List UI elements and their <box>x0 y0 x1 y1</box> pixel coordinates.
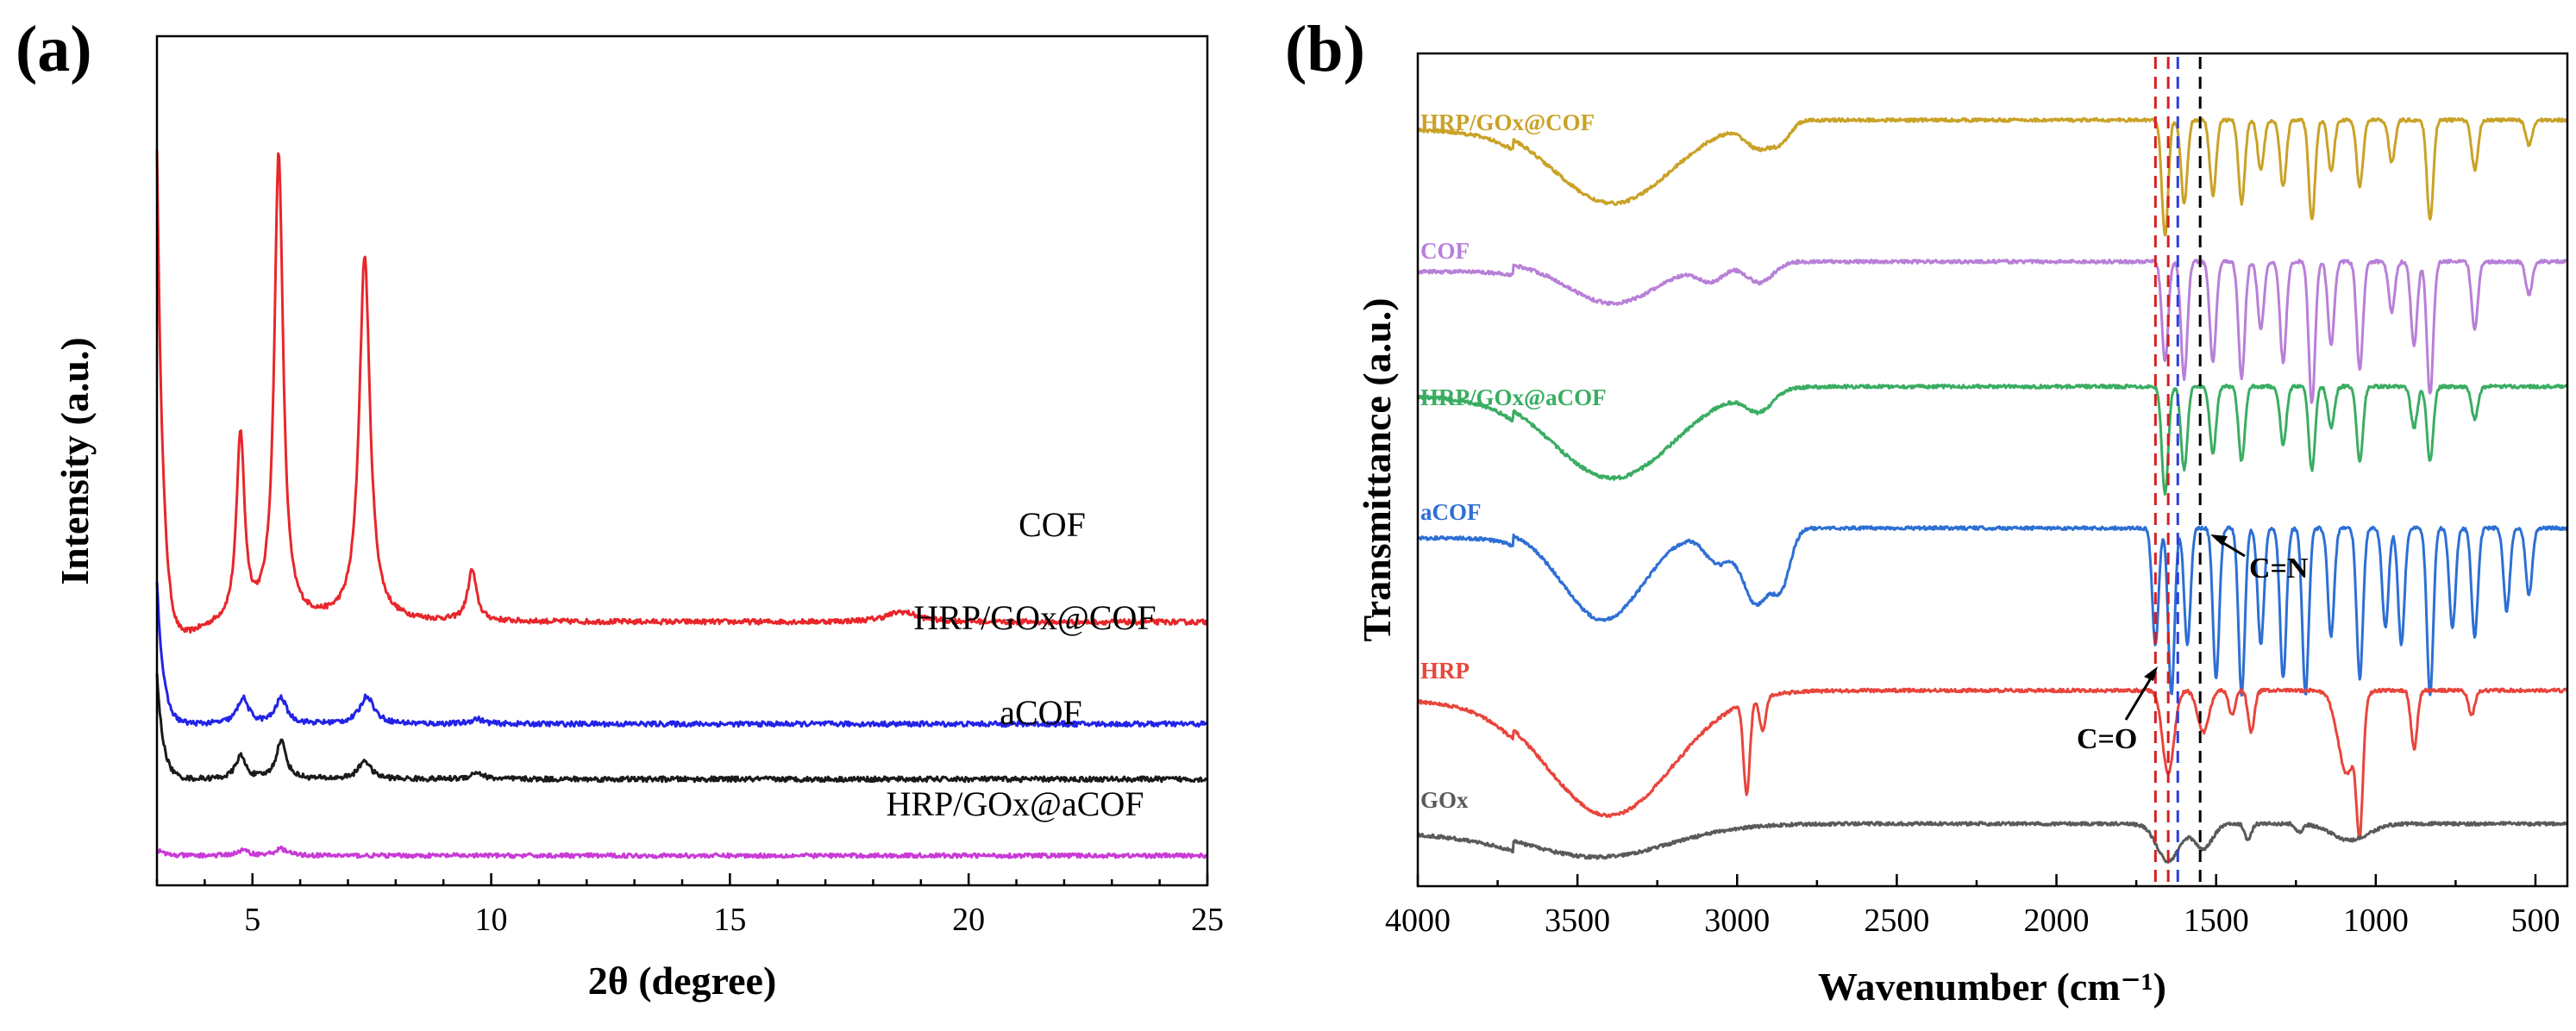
panel-b-y-axis-title: Transmittance (a.u.) <box>1355 297 1399 641</box>
panel-b-label-hrp-gox-acof: HRP/GOx@aCOF <box>1420 384 1607 410</box>
panel-a-trace-hrp-gox-acof <box>155 845 1208 859</box>
panel-b-label-gox: GOx <box>1420 787 1469 813</box>
panel-b-label-hrp: HRP <box>1420 658 1470 684</box>
panel-a-traces <box>155 149 1209 859</box>
panel-a-label-cof: COF <box>1018 505 1086 544</box>
annotation-c-n: C=N <box>2249 553 2309 584</box>
panel-a-label-hrp-gox-cof: HRP/GOx@COF <box>913 598 1156 637</box>
panel-a-x-tick-label: 15 <box>713 902 746 938</box>
panel-b-x-tick-label: 500 <box>2510 903 2560 939</box>
panel-b-trace-hrp <box>1417 687 2569 840</box>
panel-a-label-acof: aCOF <box>1000 693 1082 732</box>
panel-a: (a) 5 10 15 20 25 COF HRP/GOx@COF aCOF HRP/GOx@… <box>16 13 1224 1003</box>
panel-b-trace-hrp-gox-acof <box>1417 384 2569 496</box>
panel-a-label: (a) <box>16 13 92 85</box>
panel-a-x-tick-label: 10 <box>475 902 508 938</box>
panel-b-x-tick-label: 3000 <box>1704 903 1770 939</box>
panel-a-x-tick-label: 5 <box>244 902 260 938</box>
panel-b-label-acof: aCOF <box>1420 499 1482 525</box>
panel-b-x-tick-label: 4000 <box>1385 903 1451 939</box>
panel-b-frame <box>1416 52 2569 888</box>
panel-a-x-axis-title: 2θ (degree) <box>588 959 777 1003</box>
panel-b-trace-gox <box>1417 821 2568 864</box>
panel-b-x-axis: 4000 3500 3000 2500 2000 1500 1000 500 <box>1385 874 2560 939</box>
panel-b-series-labels: HRP/GOx@COF COF HRP/GOx@aCOF aCOF HRP GOx <box>1420 109 1607 813</box>
panel-b-x-tick-label: 3500 <box>1545 903 1610 939</box>
annotation-c-o-arrowhead <box>2144 666 2158 681</box>
panel-b-trace-hrp-gox-cof <box>1417 116 2568 237</box>
annotation-c-o: C=O <box>2077 723 2137 755</box>
annotation-c-n-arrowhead <box>2210 534 2228 546</box>
panel-b-annotations: C=O C=N <box>2077 534 2309 755</box>
panel-b-label-cof: COF <box>1420 238 1470 264</box>
panel-a-trace-cof <box>155 149 1209 634</box>
panel-a-frame <box>155 34 1209 887</box>
panel-a-trace-acof <box>155 673 1209 784</box>
panel-b-x-axis-title: Wavenumber (cm⁻¹) <box>1818 965 2166 1009</box>
panel-a-y-axis-title: Intensity (a.u.) <box>53 337 97 585</box>
panel-a-label-hrp-gox-acof: HRP/GOx@aCOF <box>886 784 1144 823</box>
panel-b-traces <box>1416 116 2569 864</box>
panel-b-trace-acof <box>1416 525 2568 697</box>
panel-a-x-tick-label: 25 <box>1191 902 1224 938</box>
panel-b-x-tick-label: 1500 <box>2184 903 2249 939</box>
panel-b-trace-cof <box>1417 259 2568 404</box>
panel-a-series-labels: COF HRP/GOx@COF aCOF HRP/GOx@aCOF <box>886 505 1156 823</box>
panel-b-x-tick-label: 2000 <box>2024 903 2090 939</box>
annotation-c-o-arrow <box>2124 672 2156 721</box>
panel-b-x-tick-label: 2500 <box>1864 903 1929 939</box>
panel-a-x-tick-label: 20 <box>952 902 985 938</box>
panel-b: (b) 4000 3500 3000 2500 2000 1500 1000 500 HRP/… <box>1285 13 2569 1009</box>
panel-b-label-hrp-gox-cof: HRP/GOx@COF <box>1420 109 1595 135</box>
panel-a-x-axis: 5 10 15 20 25 <box>155 873 1224 938</box>
panel-b-label: (b) <box>1285 13 1365 85</box>
panel-a-trace-hrp-gox-cof <box>155 581 1209 728</box>
panel-b-x-tick-label: 1000 <box>2343 903 2409 939</box>
